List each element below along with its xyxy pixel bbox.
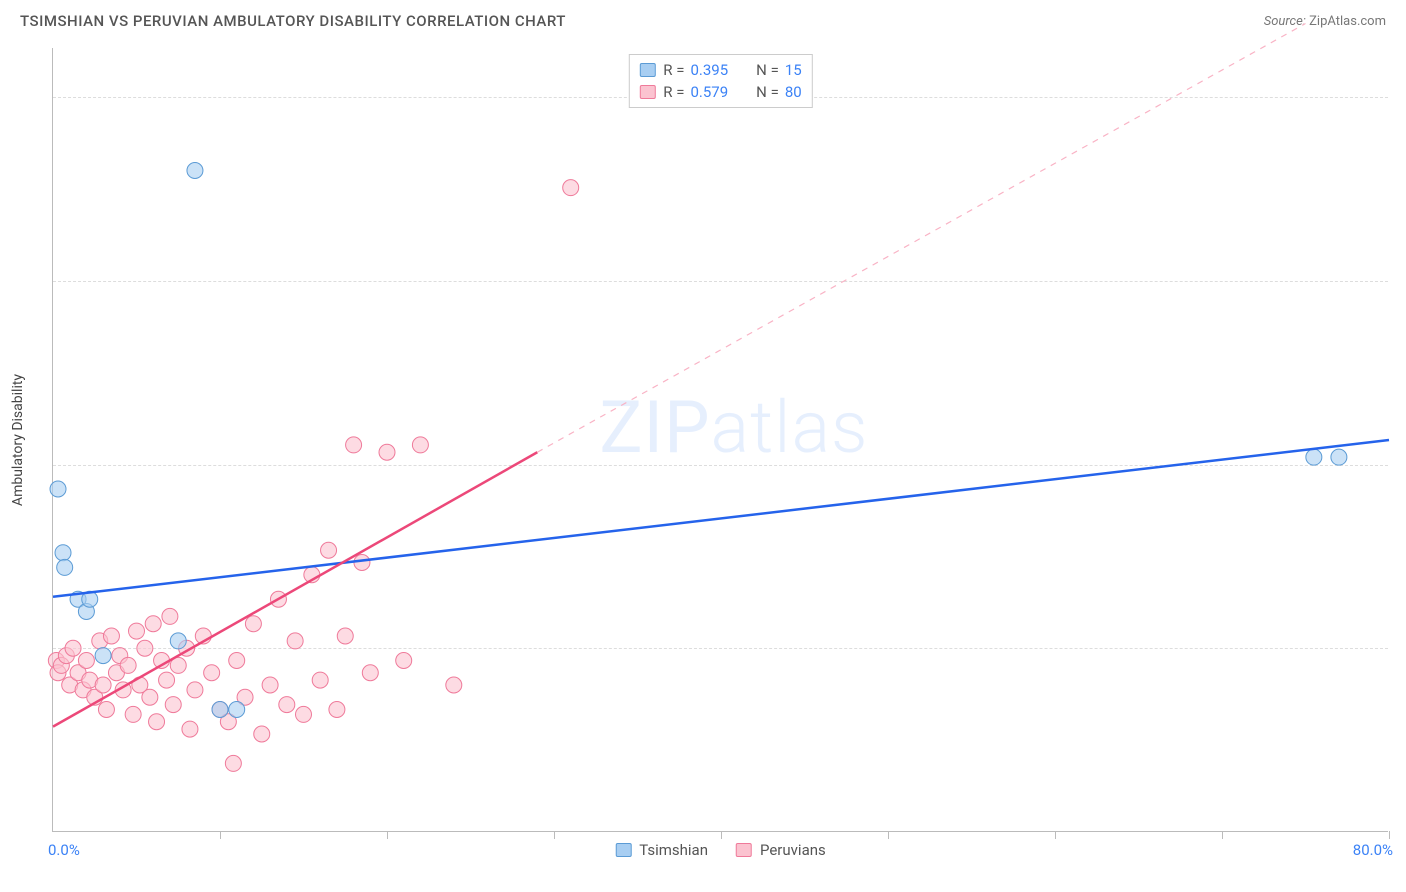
data-point [57,559,73,575]
data-point [296,706,312,722]
legend-item: Tsimshian [615,841,708,859]
data-point [354,555,370,571]
data-point [412,437,428,453]
data-point [337,628,353,644]
data-point [95,648,111,664]
legend-swatch-icon [639,63,655,77]
legend-n-value: 15 [785,59,802,81]
source-label: Source: [1264,14,1306,29]
data-point [1331,449,1347,465]
chart-plot-area: ZIPatlas 7.5%15.0%22.5%30.0% 0.0% 80.0% … [52,48,1388,832]
data-point [254,726,270,742]
legend-correlation: R = 0.395 N = 15 R = 0.579 N = 80 [628,54,812,108]
data-point [78,653,94,669]
legend-series: Tsimshian Peruvians [615,841,826,859]
legend-n-label: N = [756,81,779,103]
data-point [346,437,362,453]
data-point [65,640,81,656]
data-point [187,163,203,179]
data-point [1306,449,1322,465]
data-point [446,677,462,693]
data-point [379,444,395,460]
legend-r-value: 0.579 [690,81,728,103]
x-axis-min-label: 0.0% [48,841,80,859]
data-point [279,697,295,713]
data-point [98,702,114,718]
legend-r-label: R = [663,59,684,81]
data-point [142,689,158,705]
data-point [165,697,181,713]
legend-row: R = 0.395 N = 15 [639,59,801,81]
legend-r-label: R = [663,81,684,103]
data-point [396,653,412,669]
legend-swatch-icon [736,843,752,857]
legend-series-label: Peruvians [760,841,826,859]
data-point [321,542,337,558]
data-point [362,665,378,681]
legend-r-value: 0.395 [690,59,728,81]
data-point [204,665,220,681]
data-point [149,714,165,730]
data-point [312,672,328,688]
legend-swatch-icon [639,85,655,99]
data-point [95,677,111,693]
data-point [212,702,228,718]
y-axis-label: Ambulatory Disability [10,374,26,506]
legend-item: Peruvians [736,841,826,859]
x-axis-max-label: 80.0% [1353,841,1393,859]
data-point [262,677,278,693]
data-point [287,633,303,649]
data-point [145,616,161,632]
data-point [170,633,186,649]
data-point [245,616,261,632]
data-point [129,623,145,639]
data-point [137,640,153,656]
data-point [563,180,579,196]
legend-n-value: 80 [785,81,802,103]
legend-series-label: Tsimshian [639,841,708,859]
data-point [103,628,119,644]
data-point [182,721,198,737]
legend-swatch-icon [615,843,631,857]
data-point [159,672,175,688]
chart-title: TSIMSHIAN VS PERUVIAN AMBULATORY DISABIL… [20,12,566,30]
source-value: ZipAtlas.com [1309,14,1386,29]
data-point [329,702,345,718]
data-point [225,755,241,771]
legend-row: R = 0.579 N = 80 [639,81,801,103]
data-point [55,545,71,561]
legend-n-label: N = [756,59,779,81]
scatter-svg [53,48,1388,831]
data-point [125,706,141,722]
data-point [162,608,178,624]
data-point [229,653,245,669]
data-point [187,682,203,698]
data-point [50,481,66,497]
data-point [120,657,136,673]
data-point [229,702,245,718]
source-attribution: Source: ZipAtlas.com [1264,14,1386,29]
